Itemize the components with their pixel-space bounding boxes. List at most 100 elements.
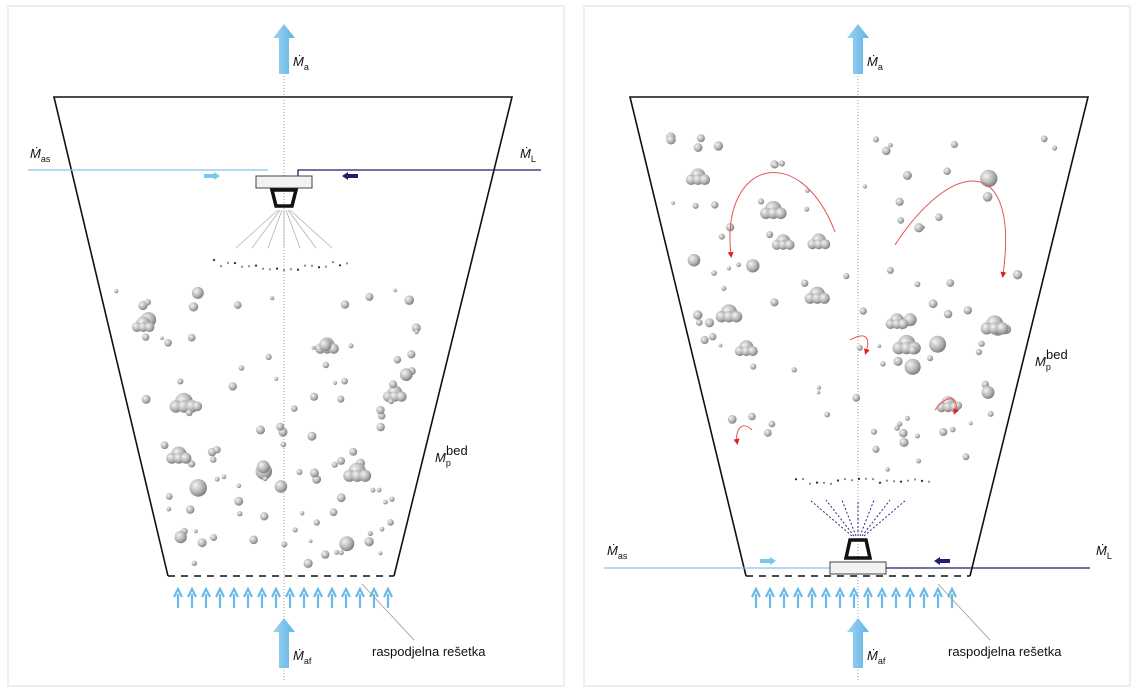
particle (388, 398, 394, 405)
particle (718, 233, 725, 240)
particle (237, 511, 243, 517)
particle (766, 231, 774, 239)
droplet (226, 261, 230, 265)
grid-air-arrow (271, 586, 281, 608)
grid-label: raspodjelna rešetka (948, 644, 1062, 659)
particle (274, 376, 279, 381)
grid-air-arrow (779, 586, 789, 608)
particle (376, 405, 385, 415)
particle (274, 480, 288, 493)
leader-line (361, 583, 415, 641)
droplet (240, 265, 244, 268)
droplet (829, 482, 833, 485)
droplet (906, 479, 910, 482)
particle (280, 441, 287, 448)
symbol-label: ṀL (1096, 543, 1112, 561)
particle (186, 505, 195, 514)
particle (340, 300, 350, 309)
particle (307, 431, 317, 441)
spray-line (863, 499, 907, 537)
particle (928, 299, 938, 309)
droplet (913, 478, 917, 481)
grid-air-arrow (257, 586, 267, 608)
particle (321, 550, 330, 559)
flow-arrow (204, 172, 220, 180)
particle (763, 429, 772, 437)
particle (816, 390, 821, 395)
droplet (310, 264, 314, 267)
particle (943, 309, 953, 319)
particle (718, 343, 723, 348)
symbol: M (435, 450, 446, 465)
particle (269, 296, 275, 301)
droplet (801, 477, 805, 481)
circulation-arrow (894, 180, 1007, 278)
particle (387, 519, 394, 526)
grid-air-arrow (327, 586, 337, 608)
particle (774, 163, 778, 168)
particle (189, 479, 207, 497)
particle (711, 201, 719, 209)
particle (748, 412, 756, 421)
particle (1012, 270, 1023, 280)
particle (393, 288, 397, 293)
grid-air-arrow (807, 586, 817, 608)
grid-air-arrow (215, 586, 225, 608)
droplet (268, 268, 272, 271)
droplet (303, 264, 307, 267)
particle (916, 458, 922, 464)
particle (292, 527, 298, 533)
droplet (261, 267, 265, 270)
particle (188, 460, 196, 468)
particle (303, 558, 313, 569)
particle (908, 345, 918, 355)
particle (872, 445, 880, 453)
particle (210, 534, 218, 541)
symbol-label: ṀL (520, 146, 536, 164)
particle (236, 483, 242, 489)
droplet (899, 480, 903, 483)
particle (778, 160, 785, 167)
particle (768, 420, 776, 428)
particle (213, 446, 221, 454)
particle (904, 415, 910, 421)
nozzle-tip (269, 188, 299, 208)
symbol: Ṁ (867, 54, 878, 69)
particle (899, 428, 908, 438)
grid-air-arrow (187, 586, 197, 608)
particle (898, 319, 909, 329)
panel-frame (7, 5, 565, 687)
circulation-arrow (733, 425, 753, 445)
particle (666, 135, 676, 145)
particle (935, 213, 943, 221)
particle (746, 259, 760, 273)
particle (1052, 145, 1058, 151)
particle (870, 428, 878, 435)
droplet (885, 479, 889, 482)
subscript: af (878, 656, 886, 666)
particle (348, 343, 354, 349)
grid-air-arrow (877, 586, 887, 608)
grid-air-arrow (765, 586, 775, 608)
particle (260, 512, 269, 521)
droplet (927, 480, 931, 483)
particle (880, 361, 886, 367)
grid-air-arrow (229, 586, 239, 608)
vessel (628, 96, 1090, 577)
particle (309, 392, 319, 401)
droplet (822, 481, 826, 484)
particle (414, 329, 419, 335)
particle (141, 394, 151, 404)
particle (389, 380, 398, 389)
droplet (212, 258, 216, 262)
spray-line (267, 209, 283, 249)
particle (142, 333, 150, 341)
nozzle-tip (843, 538, 873, 560)
particle (221, 474, 227, 480)
grid-air-arrow (821, 586, 831, 608)
spray-line (287, 209, 317, 249)
particle (996, 322, 1009, 335)
droplet (219, 265, 223, 268)
grid-air-arrow (751, 586, 761, 608)
flow-arrow (760, 557, 776, 565)
